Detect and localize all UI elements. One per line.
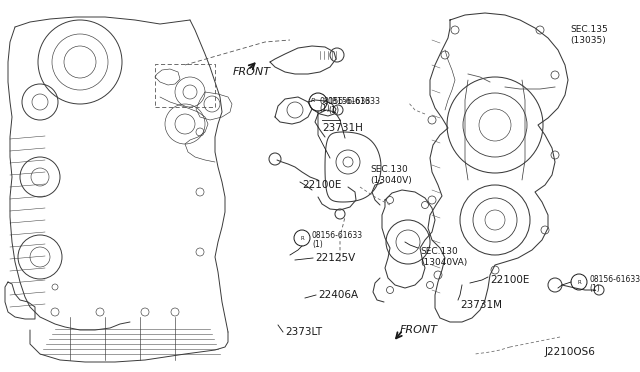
Text: (13040V): (13040V)	[370, 176, 412, 185]
Text: (13040VA): (13040VA)	[420, 257, 467, 266]
Text: R: R	[577, 279, 581, 285]
Text: FRONT: FRONT	[233, 67, 271, 77]
Text: 22125V: 22125V	[315, 253, 355, 263]
Text: 22100E: 22100E	[490, 275, 529, 285]
Text: 08156-61633: 08156-61633	[328, 97, 381, 106]
Text: SEC.130: SEC.130	[370, 166, 408, 174]
Text: (1): (1)	[328, 106, 339, 115]
Text: 08156-61633: 08156-61633	[589, 275, 640, 283]
Text: SEC.130: SEC.130	[420, 247, 458, 257]
Text: 08156-61633: 08156-61633	[319, 97, 370, 106]
Text: 2373LT: 2373LT	[285, 327, 322, 337]
Text: (1): (1)	[312, 240, 323, 248]
Text: (1): (1)	[589, 283, 600, 292]
Text: FRONT: FRONT	[400, 325, 438, 335]
Text: J2210OS6: J2210OS6	[544, 347, 595, 357]
Text: 08156-61633: 08156-61633	[312, 231, 363, 240]
Text: SEC.135: SEC.135	[570, 26, 608, 35]
Text: R: R	[311, 97, 315, 103]
Text: 22406A: 22406A	[318, 290, 358, 300]
Text: (13035): (13035)	[570, 35, 605, 45]
Text: 22100E: 22100E	[302, 180, 341, 190]
Text: 23731H: 23731H	[322, 123, 363, 133]
Text: R: R	[300, 235, 304, 241]
Text: 23731M: 23731M	[460, 300, 502, 310]
Text: (1): (1)	[319, 105, 330, 113]
